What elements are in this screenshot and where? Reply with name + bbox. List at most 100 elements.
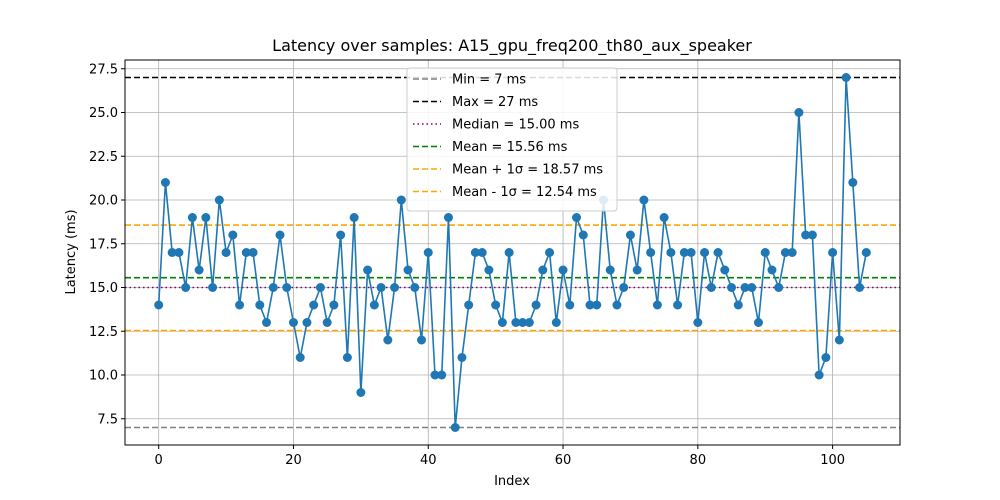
data-point — [390, 283, 400, 292]
legend-label: Median = 15.00 ms — [452, 118, 579, 133]
data-point — [646, 248, 656, 257]
data-point — [814, 370, 824, 380]
data-point — [538, 265, 548, 275]
data-point — [470, 248, 480, 257]
x-tick-label: 80 — [690, 453, 707, 468]
data-point — [376, 283, 386, 292]
x-tick-label: 60 — [555, 453, 572, 468]
data-point — [248, 248, 258, 257]
y-axis-ticks: 7.5 10.0 12.5 15.0 17.5 20.0 22.5 25.0 27.5 — [89, 62, 125, 427]
data-point — [740, 283, 750, 292]
data-point — [403, 265, 413, 275]
data-point — [545, 248, 555, 257]
data-point — [727, 283, 737, 292]
data-point — [612, 300, 622, 310]
data-point — [518, 318, 528, 327]
data-point — [457, 353, 467, 362]
data-point — [531, 300, 541, 310]
data-point — [275, 230, 285, 240]
y-tick-label: 20.0 — [89, 194, 118, 209]
x-tick-label: 20 — [285, 453, 302, 468]
data-point — [167, 248, 177, 257]
data-point — [282, 283, 292, 292]
data-point — [491, 300, 501, 310]
data-point — [700, 248, 710, 257]
data-point — [235, 300, 245, 310]
data-point — [484, 265, 494, 275]
data-point — [329, 300, 339, 310]
data-point — [288, 318, 298, 327]
legend-label: Mean + 1σ = 18.57 ms — [452, 163, 603, 178]
data-point — [464, 300, 474, 310]
y-tick-label: 22.5 — [89, 150, 118, 165]
data-point — [356, 388, 366, 397]
data-point — [430, 370, 440, 380]
data-point — [181, 283, 191, 292]
data-point — [787, 248, 797, 257]
data-point — [417, 335, 427, 345]
chart-title: Latency over samples: A15_gpu_freq200_th… — [272, 36, 752, 56]
data-point — [154, 300, 164, 310]
data-point — [673, 300, 683, 310]
series-layer — [154, 73, 871, 432]
reference-lines — [125, 76, 900, 429]
data-point — [295, 353, 305, 362]
data-point — [801, 230, 811, 240]
data-point — [228, 230, 238, 240]
data-point — [807, 230, 817, 240]
data-point — [578, 230, 588, 240]
y-tick-label: 15.0 — [89, 281, 118, 296]
data-point — [423, 248, 433, 257]
legend-label: Mean - 1σ = 12.54 ms — [452, 185, 597, 200]
data-point — [160, 178, 170, 187]
data-point — [524, 318, 534, 327]
data-point — [572, 213, 582, 222]
data-point — [504, 248, 514, 257]
data-point — [794, 108, 804, 117]
data-point — [733, 300, 743, 310]
data-point — [437, 370, 447, 380]
data-point — [666, 248, 676, 257]
data-point — [693, 318, 703, 327]
data-point — [309, 300, 319, 310]
data-point — [221, 248, 231, 257]
data-point — [214, 195, 224, 205]
data-point — [625, 230, 635, 240]
data-point — [174, 248, 184, 257]
data-point — [632, 265, 642, 275]
y-tick-label: 12.5 — [89, 325, 118, 340]
data-point — [551, 318, 561, 327]
y-axis-label: Latency (ms) — [64, 209, 79, 294]
data-point — [443, 213, 453, 222]
data-point — [255, 300, 265, 310]
data-point — [585, 300, 595, 310]
data-point — [760, 248, 770, 257]
data-point — [774, 283, 784, 292]
data-point — [747, 283, 757, 292]
data-point — [821, 353, 831, 362]
x-axis-ticks: 0 20 40 60 80 100 — [155, 445, 845, 468]
data-point — [767, 265, 777, 275]
data-point — [619, 283, 629, 292]
data-point — [262, 318, 272, 327]
data-point — [511, 318, 521, 327]
data-point — [592, 300, 602, 310]
data-point — [652, 300, 662, 310]
data-point — [558, 265, 568, 275]
data-point — [720, 265, 730, 275]
data-point — [855, 283, 865, 292]
y-tick-label: 10.0 — [89, 369, 118, 384]
y-tick-label: 27.5 — [89, 62, 118, 77]
legend: Min = 7 ms Max = 27 ms Median = 15.00 ms Me… — [406, 67, 618, 212]
data-point — [201, 213, 211, 222]
data-point — [841, 73, 851, 82]
data-point — [208, 283, 218, 292]
data-point — [363, 265, 373, 275]
data-point — [706, 283, 716, 292]
data-point — [336, 230, 346, 240]
data-point — [349, 213, 359, 222]
data-point — [753, 318, 763, 327]
data-point — [828, 248, 838, 257]
data-point — [477, 248, 487, 257]
